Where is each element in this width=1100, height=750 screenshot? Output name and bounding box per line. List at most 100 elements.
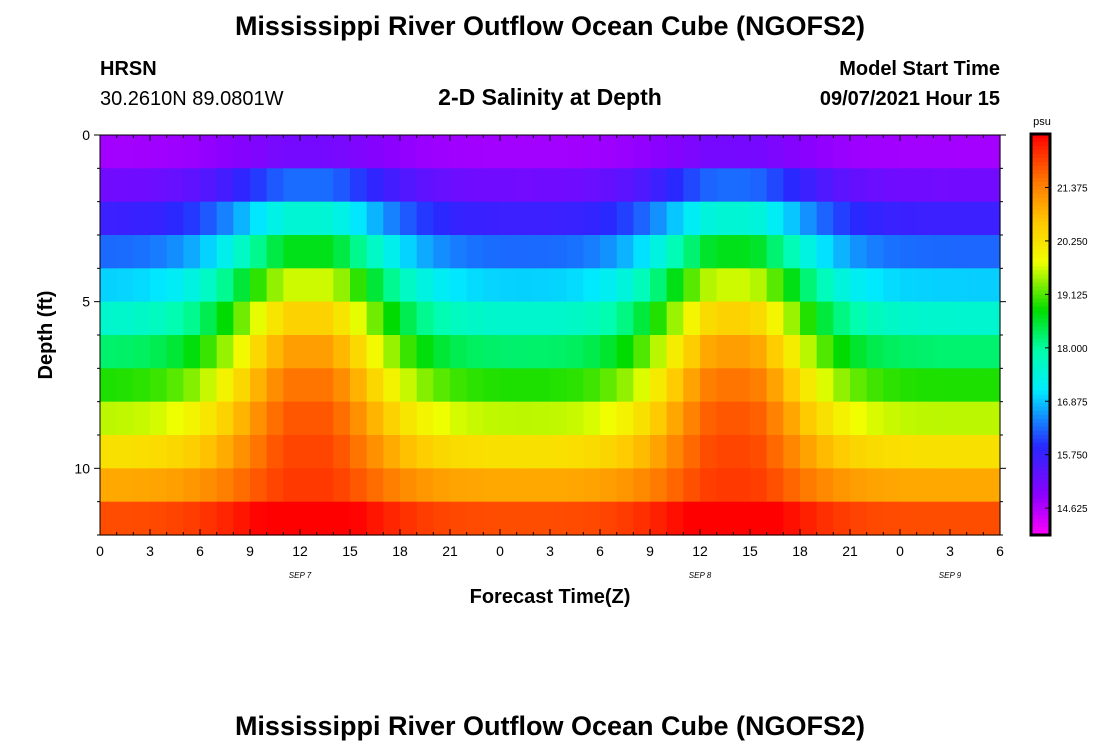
heatmap-cell: [233, 468, 251, 503]
heatmap-cell: [500, 435, 518, 469]
heatmap-cell: [800, 268, 818, 303]
heatmap-cell: [150, 368, 168, 403]
heatmap-cell: [466, 501, 484, 536]
colorbar-swatch: [1031, 366, 1050, 372]
heatmap-cell: [300, 235, 318, 269]
heatmap-cell: [550, 501, 568, 536]
heatmap-cell: [250, 235, 268, 269]
heatmap-cell: [100, 135, 118, 169]
heatmap-cell: [600, 301, 618, 336]
heatmap-cell: [183, 435, 201, 469]
heatmap-cell: [350, 268, 368, 303]
heatmap-cell: [800, 301, 818, 336]
colorbar-swatch: [1031, 258, 1050, 263]
heatmap-cell: [250, 301, 268, 336]
heatmap-cell: [533, 501, 551, 536]
heatmap-cell: [516, 401, 534, 436]
heatmap-cell: [733, 335, 751, 369]
heatmap-cell: [550, 135, 568, 169]
heatmap-cell: [500, 368, 518, 403]
heatmap-cell: [366, 401, 384, 436]
heatmap-cell: [150, 435, 168, 469]
heatmap-cell: [900, 235, 918, 269]
heatmap-cell: [666, 235, 684, 269]
colorbar-swatch: [1031, 246, 1050, 251]
heatmap-cell: [866, 168, 884, 203]
heatmap-cell: [550, 201, 568, 236]
colorbar-swatch: [1031, 342, 1050, 348]
heatmap-cell: [333, 435, 351, 469]
heatmap-cell: [383, 135, 401, 169]
heatmap-cell: [866, 401, 884, 436]
heatmap-cell: [533, 401, 551, 436]
heatmap-cell: [433, 135, 451, 169]
x-tick-label: 15: [342, 543, 358, 559]
heatmap-cell: [933, 335, 951, 369]
colorbar-swatch: [1031, 418, 1050, 424]
colorbar-swatch: [1031, 358, 1050, 364]
heatmap-cell: [350, 401, 368, 436]
heatmap-cell: [883, 501, 901, 536]
heatmap-cell: [750, 501, 768, 536]
colorbar-swatch: [1031, 158, 1050, 163]
heatmap-cell: [216, 135, 234, 169]
heatmap-cell: [650, 435, 668, 469]
heatmap-cell: [266, 168, 284, 203]
colorbar-swatch: [1031, 302, 1050, 308]
heatmap-cell: [833, 301, 851, 336]
heatmap-cell: [266, 301, 284, 336]
heatmap-cell: [583, 468, 601, 503]
heatmap-cell: [383, 501, 401, 536]
heatmap-cell: [100, 235, 118, 269]
heatmap-cell: [416, 468, 434, 503]
heatmap-cell: [200, 301, 218, 336]
y-tick-label: 0: [82, 127, 90, 143]
x-tick-label: 12: [292, 543, 308, 559]
heatmap-cell: [183, 468, 201, 503]
heatmap-cell: [316, 335, 334, 369]
heatmap-cell: [750, 435, 768, 469]
heatmap-cell: [733, 368, 751, 403]
heatmap-cell: [183, 235, 201, 269]
heatmap-cell: [950, 301, 968, 336]
colorbar-swatch: [1031, 478, 1050, 484]
heatmap-cell: [683, 501, 701, 536]
heatmap-cell: [416, 135, 434, 169]
heatmap-cell: [366, 435, 384, 469]
heatmap-cell: [266, 135, 284, 169]
heatmap-cell: [233, 201, 251, 236]
heatmap-cell: [116, 435, 134, 469]
heatmap-cell: [933, 301, 951, 336]
heatmap-cell: [850, 268, 868, 303]
heatmap-cell: [366, 201, 384, 236]
colorbar-swatch: [1031, 530, 1050, 536]
heatmap-cell: [500, 235, 518, 269]
heatmap-cell: [750, 468, 768, 503]
heatmap-cell: [633, 335, 651, 369]
heatmap-cell: [850, 368, 868, 403]
heatmap-cell: [166, 135, 184, 169]
heatmap-cell: [533, 201, 551, 236]
heatmap-cell: [133, 201, 151, 236]
heatmap-cell: [583, 268, 601, 303]
date-label: SEP 9: [939, 571, 962, 580]
heatmap-cell: [216, 501, 234, 536]
colorbar-swatch: [1031, 446, 1050, 452]
heatmap-cells: [100, 135, 1001, 536]
heatmap-cell: [850, 335, 868, 369]
heatmap-cell: [916, 368, 934, 403]
heatmap-cell: [683, 135, 701, 169]
colorbar-swatch: [1031, 194, 1050, 199]
heatmap-cell: [233, 268, 251, 303]
heatmap-cell: [716, 201, 734, 236]
x-tick-label: 21: [442, 543, 458, 559]
colorbar-swatch: [1031, 202, 1050, 207]
colorbar-swatch: [1031, 506, 1050, 512]
heatmap-cell: [100, 435, 118, 469]
colorbar-swatch: [1031, 334, 1050, 340]
colorbar-swatch: [1031, 190, 1050, 195]
heatmap-cell: [766, 435, 784, 469]
heatmap-cell: [700, 501, 718, 536]
heatmap-cell: [950, 435, 968, 469]
heatmap-cell: [983, 135, 1001, 169]
